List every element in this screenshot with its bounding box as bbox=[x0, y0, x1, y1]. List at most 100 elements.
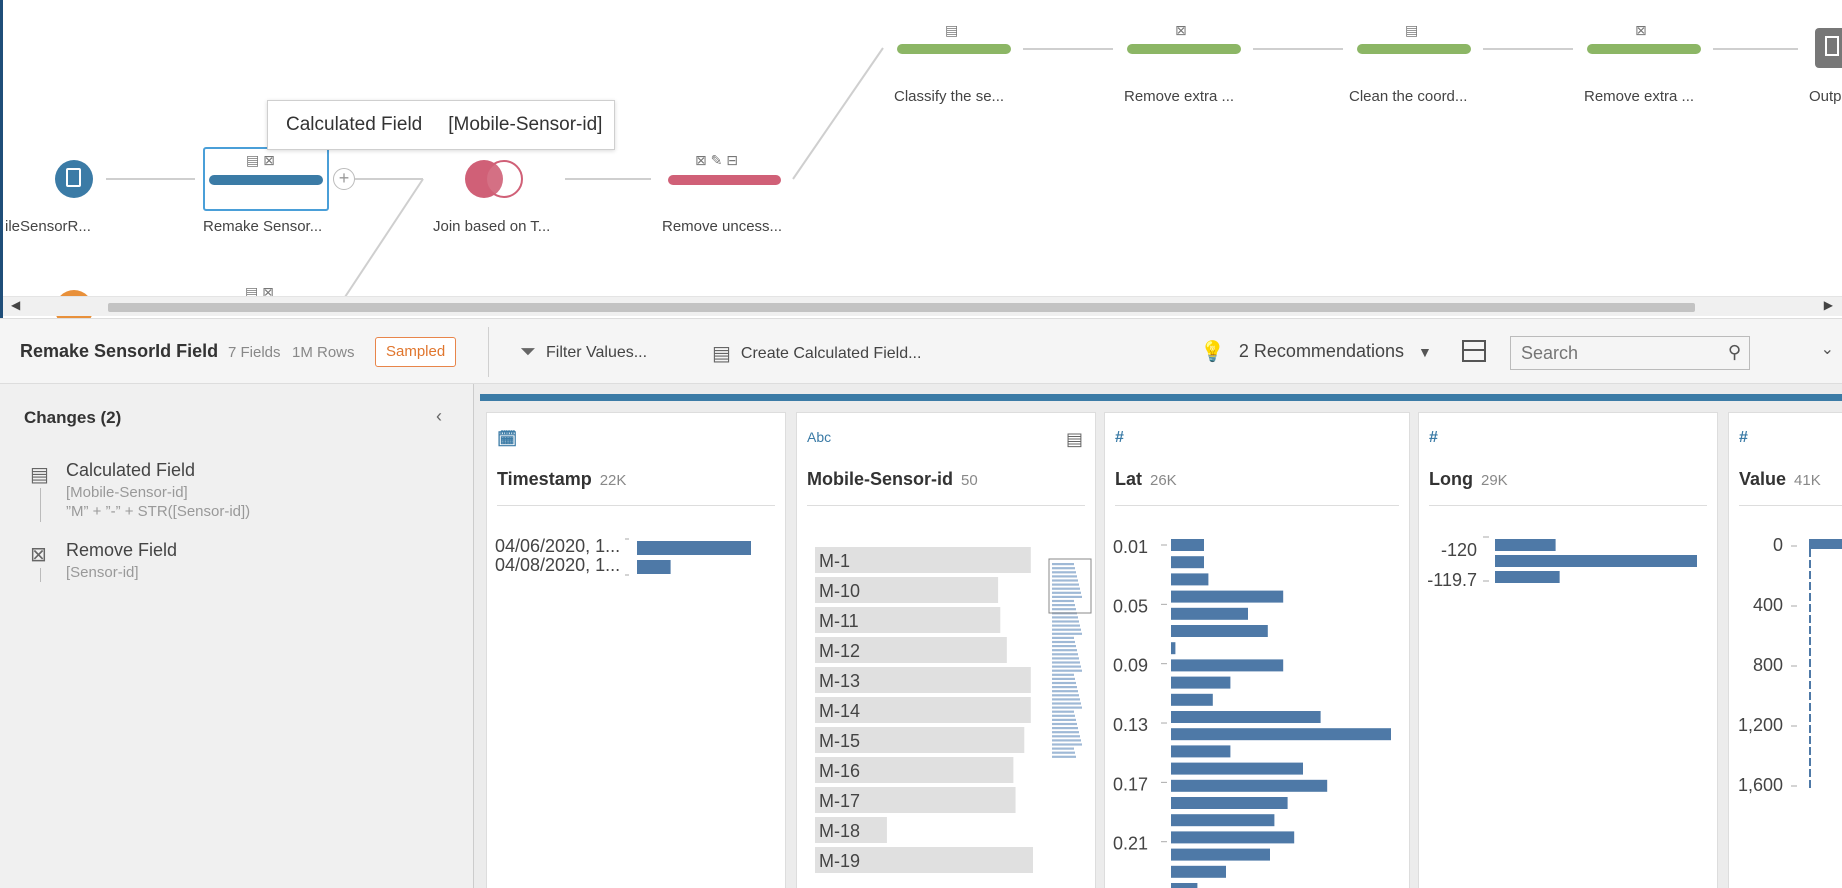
bar bbox=[1171, 865, 1226, 878]
bar bbox=[1809, 539, 1842, 549]
layout-toggle-icon[interactable] bbox=[1462, 340, 1486, 362]
chevron-down-icon[interactable]: ⌄ bbox=[1820, 341, 1834, 358]
category-label: M-14 bbox=[819, 701, 860, 721]
scrollbar-thumb[interactable] bbox=[108, 303, 1695, 312]
tick-label: 0 bbox=[1773, 535, 1783, 555]
search-input[interactable] bbox=[1511, 337, 1711, 369]
overview-mark bbox=[1052, 747, 1074, 750]
scroll-right-icon[interactable]: ▶ bbox=[1823, 298, 1833, 312]
field-name[interactable]: Mobile-Sensor-id 50 bbox=[807, 469, 978, 489]
step-bar[interactable] bbox=[1127, 44, 1241, 54]
node-label[interactable]: Remove uncess... bbox=[662, 218, 783, 235]
overview-mark bbox=[1052, 640, 1075, 644]
tick-label: 400 bbox=[1753, 595, 1783, 615]
tick-label: 04/08/2020, 1... bbox=[495, 555, 620, 575]
value-histogram[interactable]: 0 400 800 1,200 1,600 bbox=[1729, 413, 1842, 888]
node-label[interactable]: Remove extra ... bbox=[1584, 88, 1695, 105]
search-icon[interactable]: ⚲ bbox=[1727, 342, 1741, 362]
flow-horizontal-scrollbar[interactable]: ◀ ▶ bbox=[3, 296, 1842, 316]
overview-mark bbox=[1052, 665, 1081, 668]
filter-values-button[interactable]: ⏷ Filter Values... bbox=[520, 341, 647, 364]
lat-histogram[interactable]: 0.01 0.05 0.09 0.13 0.17 0.21 bbox=[1105, 413, 1410, 888]
step-icons: ⊠ ✎ ⊟ bbox=[695, 152, 738, 168]
node-label[interactable]: Outp bbox=[1809, 88, 1842, 105]
overview-mark bbox=[1052, 677, 1075, 680]
field-name[interactable]: Timestamp 22K bbox=[497, 469, 627, 489]
step-icons: ⊠ bbox=[1175, 22, 1187, 38]
flow-connectors bbox=[106, 47, 1798, 300]
bar bbox=[1171, 779, 1328, 792]
tick-label: 1,200 bbox=[1738, 715, 1783, 735]
mobile-sensor-id-histogram[interactable]: M-1 M-10 M-11 M-12 M-13 M-14 M-15 M-16 M-17 M-18 M… bbox=[797, 413, 1096, 888]
overview-mark bbox=[1052, 698, 1080, 701]
bar bbox=[1495, 555, 1697, 567]
bar bbox=[815, 817, 887, 843]
field-name[interactable]: Lat 26K bbox=[1115, 469, 1177, 489]
node-label[interactable]: Clean the coord... bbox=[1349, 88, 1468, 105]
search-box[interactable]: ⚲ bbox=[1510, 336, 1750, 370]
join-node[interactable] bbox=[465, 160, 525, 198]
category-label: M-13 bbox=[819, 671, 860, 691]
recommendations-button[interactable]: 💡 2 Recommendations ▼ bbox=[1200, 339, 1432, 364]
card-divider bbox=[1115, 505, 1399, 506]
overview-mark bbox=[1052, 681, 1076, 685]
collapse-panel-icon[interactable]: ‹ bbox=[436, 406, 442, 426]
hash-icon: # bbox=[1739, 429, 1748, 446]
tick-label: 04/06/2020, 1... bbox=[495, 536, 620, 556]
create-calculated-field-button[interactable]: ▤ Create Calculated Field... bbox=[712, 341, 921, 366]
node-label[interactable]: Classify the se... bbox=[894, 88, 1005, 105]
output-node[interactable] bbox=[1815, 28, 1842, 68]
overview-mark bbox=[1052, 718, 1076, 721]
overview-mark bbox=[1052, 632, 1082, 635]
card-divider bbox=[497, 505, 775, 506]
bar bbox=[1171, 797, 1288, 809]
step-bar[interactable] bbox=[668, 175, 781, 185]
long-histogram[interactable]: -120 -119.7 bbox=[1419, 413, 1718, 888]
profile-card-lat[interactable]: # Lat 26K 0.01 0.05 0.09 0.13 0.17 0.21 bbox=[1104, 412, 1410, 888]
node-label[interactable]: Join based on T... bbox=[433, 218, 551, 235]
step-bar[interactable] bbox=[897, 44, 1011, 54]
field-name[interactable]: Long 29K bbox=[1429, 469, 1508, 489]
calculated-field-icon: ▤ bbox=[712, 343, 731, 365]
node-label[interactable]: Remake Sensor... bbox=[203, 218, 323, 235]
recommendations-label: 2 Recommendations bbox=[1238, 341, 1404, 361]
flow-canvas[interactable]: ileSensorR... ▤ ⊠ ▤ ⊠ + Remake Sensor...… bbox=[0, 0, 1842, 318]
overview-mark bbox=[1052, 694, 1079, 697]
overview-mark bbox=[1052, 702, 1081, 705]
node-label[interactable]: Remove extra ... bbox=[1124, 88, 1235, 105]
bar bbox=[815, 607, 1001, 633]
field-name[interactable]: Value 41K bbox=[1739, 469, 1821, 489]
timestamp-histogram[interactable]: 04/06/2020, 1...04/08/2020, 1... bbox=[487, 413, 786, 888]
profile-card-long[interactable]: # Long 29K -120 -119.7 bbox=[1418, 412, 1718, 888]
step-name: Remake SensorId Field bbox=[20, 341, 219, 361]
scroll-left-icon[interactable]: ◀ bbox=[11, 298, 21, 312]
overview-mark bbox=[1052, 587, 1080, 590]
step-bar[interactable] bbox=[1357, 44, 1471, 54]
bar bbox=[815, 547, 1031, 573]
tick-label: 0.21 bbox=[1113, 834, 1148, 854]
category-label: M-15 bbox=[819, 731, 860, 751]
sampled-badge[interactable]: Sampled bbox=[375, 337, 457, 367]
bar bbox=[637, 541, 751, 555]
node-label[interactable]: ileSensorR... bbox=[5, 218, 91, 235]
bar bbox=[1171, 745, 1231, 758]
overview-mark bbox=[1052, 686, 1077, 689]
profile-card-mobile-sensor-id[interactable]: Abc ▤ Mobile-Sensor-id 50 M-1 M-10 M-11 M-12… bbox=[796, 412, 1096, 888]
profile-pane: 🗓 Timestamp 22K 04/06/2020, 1... 04/08/202… bbox=[474, 384, 1842, 888]
card-divider bbox=[1429, 505, 1707, 506]
category-label: M-10 bbox=[819, 581, 860, 601]
profile-card-value[interactable]: # Value 41K 0 400 800 1,200 1,600 bbox=[1728, 412, 1842, 888]
step-bar[interactable] bbox=[209, 175, 323, 185]
abc-icon: Abc bbox=[807, 429, 832, 445]
profile-card-timestamp[interactable]: 🗓 Timestamp 22K 04/06/2020, 1... 04/08/202… bbox=[486, 412, 786, 888]
tick-label: 0.09 bbox=[1113, 656, 1148, 676]
bar bbox=[815, 637, 1007, 663]
add-step-button[interactable]: + bbox=[333, 168, 355, 190]
lightbulb-icon: 💡 bbox=[1200, 341, 1225, 363]
overview-mark bbox=[1052, 731, 1079, 734]
tooltip-field: [Mobile-Sensor-id] bbox=[448, 114, 603, 135]
category-label: M-12 bbox=[819, 641, 860, 661]
input-node[interactable] bbox=[55, 160, 93, 198]
step-bar[interactable] bbox=[1587, 44, 1701, 54]
